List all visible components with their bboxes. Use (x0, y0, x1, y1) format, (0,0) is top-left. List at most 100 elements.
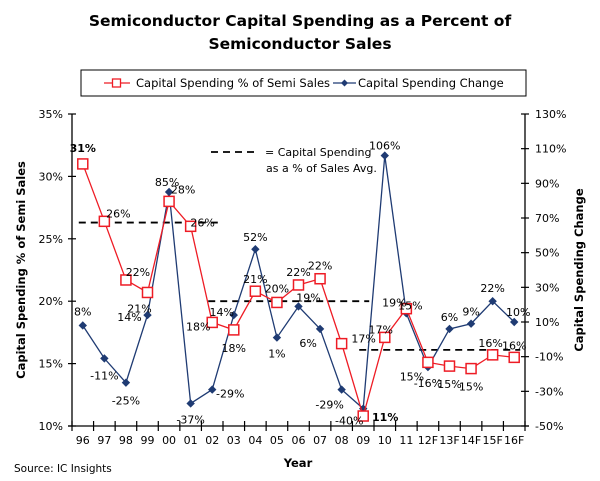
legend: Capital Spending % of Semi Sales Capital… (80, 69, 527, 97)
data-label-red: 21% (243, 273, 267, 286)
axes: 10% 15% 20% 25% 30% 35% -50% -30% -10% 10% 30% 50% 7… (39, 108, 567, 447)
x-tick-label: 02 (205, 434, 219, 447)
y-right-tick-label: 30% (535, 281, 559, 294)
data-label-red: 11% (372, 411, 398, 424)
data-point-diamond (315, 324, 325, 334)
data-label-blue: 6% (441, 311, 458, 324)
x-tick-label: 96 (76, 434, 90, 447)
x-tick-label: 03 (227, 434, 241, 447)
x-tick-label: 07 (313, 434, 327, 447)
data-label-red: 26% (190, 216, 214, 229)
x-tick-label: 14F (461, 434, 481, 447)
data-point-square (98, 215, 111, 228)
data-point-square (465, 362, 477, 375)
data-point-diamond (272, 333, 282, 342)
x-axis-title: Year (283, 456, 313, 470)
x-tick-label: 00 (162, 434, 176, 447)
x-tick-label: 09 (356, 434, 370, 447)
data-point-diamond (121, 378, 131, 387)
data-point-diamond (510, 317, 519, 327)
data-label-red: 17% (351, 333, 375, 346)
legend-entry-red: Capital Spending % of Semi Sales (104, 76, 330, 90)
data-label-blue: 10% (506, 306, 530, 319)
data-point-square (486, 349, 499, 361)
data-point-square (206, 316, 218, 329)
data-point-square (184, 220, 197, 233)
legend-box (80, 69, 527, 97)
legend-label-blue: Capital Spending Change (358, 76, 504, 90)
data-point-diamond (229, 310, 238, 320)
data-point-square (120, 274, 132, 286)
y-right-tick-label: 10% (535, 316, 559, 329)
data-label-red: 16% (478, 337, 502, 350)
y-right-tick-label: -30% (535, 385, 563, 398)
annotation-line-1: = Capital Spending (265, 146, 371, 159)
x-tick-label: 15F (482, 434, 502, 447)
x-tick-label: 06 (292, 434, 306, 447)
y-left-tick-label: 35% (39, 108, 63, 121)
data-label-blue: -40% (335, 415, 363, 428)
data-label-red: 22% (286, 266, 310, 279)
x-tick-label: 04 (248, 434, 262, 447)
y-left-tick-label: 15% (39, 358, 63, 371)
data-label-red: 20% (265, 282, 289, 295)
chart-title-line-1: Semiconductor Capital Spending as a Perc… (89, 12, 512, 30)
data-label-blue: -37% (176, 413, 204, 426)
x-tick-label: 12F (418, 434, 438, 447)
data-label-red: 17% (369, 323, 393, 336)
y-right-tick-label: -10% (535, 351, 563, 364)
x-tick-label: 97 (97, 434, 111, 447)
data-point-diamond (337, 385, 346, 394)
data-label-blue: -16% (414, 377, 442, 390)
series-capital-spending-pct (77, 158, 520, 422)
data-label-blue: 6% (299, 337, 316, 350)
source-note: Source: IC Insights (14, 463, 112, 475)
data-point-diamond (208, 385, 217, 394)
data-label-red: 18% (222, 342, 246, 355)
legend-diamond-marker-icon (341, 79, 348, 87)
data-label-blue: 14% (117, 311, 141, 324)
data-point-diamond (186, 399, 195, 408)
data-point-diamond (78, 321, 87, 330)
data-point-square (314, 272, 326, 285)
y-right-tick-label: 70% (535, 212, 559, 225)
data-label-red: 15% (459, 381, 483, 394)
x-tick-label: 11 (399, 434, 413, 447)
data-label-red: 28% (171, 183, 195, 196)
data-point-square (292, 279, 305, 291)
data-point-diamond (445, 324, 454, 334)
data-label-red: 16% (502, 339, 526, 352)
data-label-red: 19% (382, 297, 406, 310)
y-axis-right-title: Capital Spending Change (572, 188, 586, 351)
data-point-square (379, 331, 391, 344)
x-tick-label: 08 (335, 434, 349, 447)
data-point-diamond (100, 354, 109, 363)
data-point-square (422, 356, 434, 369)
data-label-red: 31% (70, 142, 96, 155)
x-tick-label: 05 (270, 434, 284, 447)
legend-entry-blue: Capital Spending Change (333, 76, 504, 90)
y-right-tick-label: 90% (535, 177, 559, 190)
data-point-diamond (466, 319, 476, 328)
data-point-square (508, 351, 520, 364)
data-label-blue: 1% (268, 348, 285, 361)
x-tick-label: 98 (119, 434, 133, 447)
y-right-tick-label: -50% (535, 420, 563, 433)
data-label-blue: 19% (296, 291, 320, 304)
data-point-diamond (488, 297, 497, 306)
data-point-diamond (380, 151, 389, 160)
legend-label-red: Capital Spending % of Semi Sales (136, 76, 330, 90)
legend-square-marker-icon (111, 78, 122, 88)
data-label-red: 15% (437, 378, 461, 391)
data-label-blue: 22% (480, 282, 504, 295)
annotation-line-2: as a % of Sales Avg. (266, 162, 377, 175)
data-point-square (335, 337, 348, 350)
data-point-diamond (251, 245, 260, 254)
data-label-red: 15% (400, 370, 424, 383)
x-tick-label: 10 (378, 434, 392, 447)
data-point-square (357, 410, 369, 422)
x-tick-label: 99 (141, 434, 155, 447)
data-label-red: 22% (308, 260, 332, 273)
data-point-square (141, 286, 154, 299)
data-point-square (163, 195, 175, 208)
